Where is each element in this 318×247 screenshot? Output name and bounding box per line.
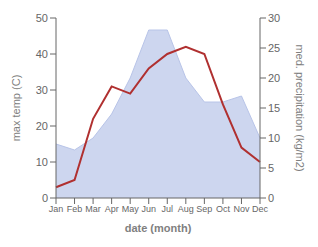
svg-text:Oct: Oct bbox=[216, 204, 231, 214]
svg-text:30: 30 bbox=[268, 12, 280, 24]
svg-text:0: 0 bbox=[268, 192, 274, 204]
svg-text:15: 15 bbox=[268, 102, 280, 114]
svg-text:50: 50 bbox=[36, 12, 48, 24]
svg-text:Aug: Aug bbox=[178, 204, 194, 214]
svg-text:Dec: Dec bbox=[252, 204, 269, 214]
svg-text:date (month): date (month) bbox=[125, 222, 192, 234]
svg-text:Nov: Nov bbox=[233, 204, 250, 214]
svg-text:30: 30 bbox=[36, 84, 48, 96]
svg-text:Mar: Mar bbox=[85, 204, 101, 214]
svg-text:20: 20 bbox=[36, 120, 48, 132]
svg-text:10: 10 bbox=[268, 132, 280, 144]
svg-text:Jan: Jan bbox=[49, 204, 64, 214]
svg-text:Apr: Apr bbox=[105, 204, 119, 214]
svg-text:25: 25 bbox=[268, 42, 280, 54]
svg-text:med. precipitation (kg/m2): med. precipitation (kg/m2) bbox=[294, 44, 306, 171]
svg-text:max temp (C): max temp (C) bbox=[10, 75, 22, 142]
svg-text:5: 5 bbox=[268, 162, 274, 174]
svg-text:20: 20 bbox=[268, 72, 280, 84]
svg-text:May: May bbox=[122, 204, 140, 214]
svg-text:Jun: Jun bbox=[141, 204, 156, 214]
svg-text:0: 0 bbox=[42, 192, 48, 204]
svg-text:10: 10 bbox=[36, 156, 48, 168]
svg-text:Feb: Feb bbox=[67, 204, 83, 214]
svg-text:Jul: Jul bbox=[162, 204, 174, 214]
svg-text:40: 40 bbox=[36, 48, 48, 60]
svg-text:Sep: Sep bbox=[196, 204, 212, 214]
